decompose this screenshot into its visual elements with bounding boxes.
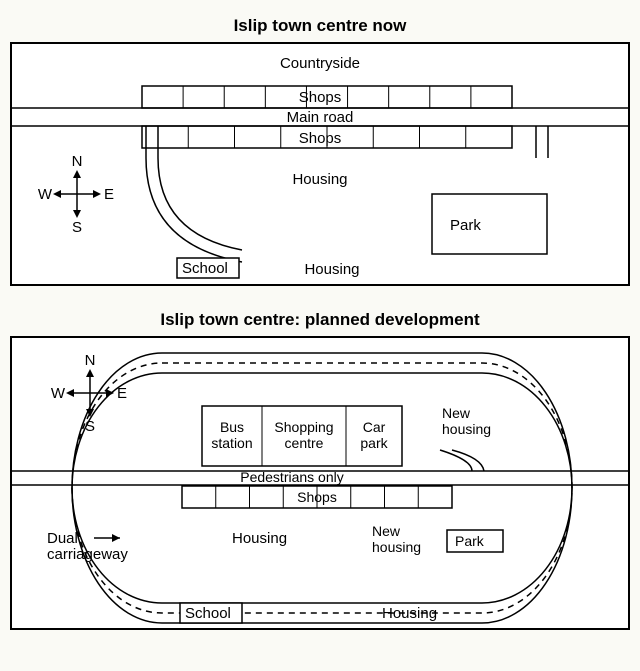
svg-text:Housing: Housing	[292, 171, 347, 188]
svg-text:W: W	[51, 385, 66, 402]
svg-text:Housing: Housing	[304, 261, 359, 278]
svg-text:Car: Car	[363, 419, 386, 435]
svg-text:Shops: Shops	[299, 130, 342, 147]
map1-title: Islip town centre now	[10, 16, 630, 36]
svg-text:Countryside: Countryside	[280, 55, 360, 72]
map2-title: Islip town centre: planned development	[10, 310, 630, 330]
svg-text:park: park	[360, 435, 388, 451]
svg-text:housing: housing	[442, 421, 491, 437]
svg-text:S: S	[85, 418, 95, 435]
svg-text:housing: housing	[372, 539, 421, 555]
svg-text:N: N	[72, 153, 83, 170]
svg-text:New: New	[442, 405, 471, 421]
svg-text:Main road: Main road	[287, 109, 354, 126]
svg-text:Housing: Housing	[232, 530, 287, 547]
svg-text:New: New	[372, 523, 401, 539]
svg-text:School: School	[185, 605, 231, 622]
map1-svg: Park School Countryside Shops Main road Shops…	[12, 44, 628, 284]
svg-text:station: station	[211, 435, 252, 451]
svg-text:Housing: Housing	[382, 605, 437, 622]
svg-text:Shops: Shops	[299, 89, 342, 106]
svg-text:carriageway: carriageway	[47, 546, 128, 563]
svg-text:Bus: Bus	[220, 419, 244, 435]
svg-text:E: E	[117, 385, 127, 402]
svg-text:Shops: Shops	[297, 489, 337, 505]
svg-text:Park: Park	[455, 533, 485, 549]
page: Islip town centre now Park School Countrys…	[10, 16, 630, 630]
svg-text:E: E	[104, 186, 114, 203]
map2-svg: BusstationShoppingcentreCarparkNewhousin…	[12, 338, 628, 628]
svg-text:W: W	[38, 186, 53, 203]
svg-text:Dual: Dual	[47, 530, 78, 547]
svg-text:S: S	[72, 219, 82, 236]
svg-text:N: N	[85, 352, 96, 369]
map2-panel: BusstationShoppingcentreCarparkNewhousin…	[10, 336, 630, 630]
svg-text:Park: Park	[450, 217, 481, 234]
svg-text:Pedestrians only: Pedestrians only	[240, 469, 344, 485]
svg-text:centre: centre	[285, 435, 324, 451]
svg-text:School: School	[182, 260, 228, 277]
svg-text:Shopping: Shopping	[274, 419, 333, 435]
map1-panel: Park School Countryside Shops Main road Shops…	[10, 42, 630, 286]
